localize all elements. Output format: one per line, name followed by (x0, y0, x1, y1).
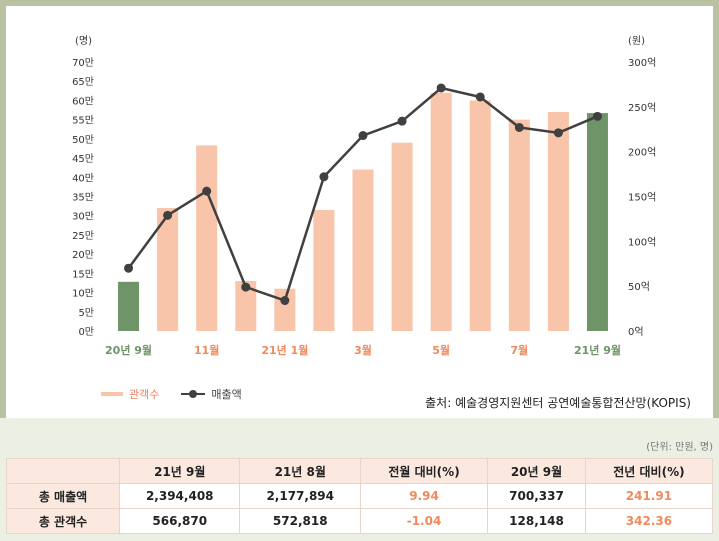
point-sales (436, 83, 446, 93)
point-sales (514, 122, 524, 132)
left-tick-label: 35만 (72, 192, 94, 204)
table-cell-change: 9.94 (359, 483, 489, 509)
combo-chart: (명) (원) 0만 5만 10만 15만 20만 25만 30만 35만 40만 45만 50만 55만… (72, 35, 656, 357)
source-note: 출처: 예술경영지원센터 공연예술통합전산망(KOPIS) (425, 396, 691, 410)
table-cell: 2,394,408 (118, 483, 241, 509)
left-tick-label: 30만 (72, 211, 94, 223)
left-axis-label: (명) (75, 35, 92, 47)
table-header-row: 21년 9월 21년 8월 전월 대비(%) 20년 9월 전년 대비(%) (6, 458, 714, 484)
right-tick-label: 0억 (628, 326, 644, 338)
table-cell: 700,337 (487, 483, 586, 509)
left-tick-label: 20만 (72, 249, 94, 261)
bar-audience (313, 209, 335, 331)
table-row: 총 매출액 2,394,408 2,177,894 9.94 700,337 2… (6, 483, 714, 509)
table-header-cell (6, 458, 120, 484)
table-cell: 566,870 (118, 508, 241, 534)
left-tick-label: 25만 (72, 230, 94, 242)
summary-table: 21년 9월 21년 8월 전월 대비(%) 20년 9월 전년 대비(%) 총… (6, 458, 714, 534)
legend-line-swatch (181, 389, 206, 399)
row-label-audience: 총 관객수 (6, 508, 120, 534)
right-tick-label: 300억 (628, 57, 656, 69)
bar-audience (547, 111, 569, 331)
point-sales (475, 92, 485, 102)
left-tick-label: 0만 (78, 326, 94, 338)
summary-section: (단위: 만원, 명) 21년 9월 21년 8월 전월 대비(%) 20년 9… (0, 418, 719, 541)
x-tick-label: 11월 (194, 343, 219, 357)
point-sales (592, 111, 602, 121)
point-sales (202, 186, 212, 196)
bar-audience (391, 142, 413, 331)
chart-panel: (명) (원) 0만 5만 10만 15만 20만 25만 30만 35만 40만 45만 50만 55만… (6, 6, 713, 418)
right-tick-label: 50억 (628, 281, 650, 293)
unit-note: (단위: 만원, 명) (646, 442, 713, 453)
legend-label-audience: 관객수 (129, 388, 160, 401)
point-sales (280, 296, 290, 306)
x-tick-label: 20년 9월 (105, 343, 152, 357)
table-row: 총 관객수 566,870 572,818 -1.04 128,148 342.… (6, 508, 714, 534)
left-tick-label: 45만 (72, 153, 94, 165)
table-header-cell: 전년 대비(%) (584, 458, 714, 484)
table-header-cell: 전월 대비(%) (359, 458, 489, 484)
x-tick-label: 21년 9월 (574, 343, 621, 357)
right-axis-label: (원) (628, 35, 645, 47)
table-header-cell: 20년 9월 (487, 458, 586, 484)
left-tick-label: 15만 (72, 268, 94, 280)
left-tick-label: 60만 (72, 95, 94, 107)
table-cell: 572,818 (239, 508, 361, 534)
legend-bar-swatch (101, 392, 123, 396)
legend-item-line: 매출액 (181, 386, 242, 402)
chart-legend: 관객수 매출액 (101, 386, 264, 402)
table-cell: 2,177,894 (239, 483, 361, 509)
bar-audience (586, 113, 608, 331)
row-label-sales: 총 매출액 (6, 483, 120, 509)
bar-audience (430, 92, 452, 331)
right-tick-label: 200억 (628, 147, 656, 159)
left-tick-label: 65만 (72, 76, 94, 88)
left-tick-label: 5만 (78, 307, 94, 319)
point-sales (397, 116, 407, 126)
point-sales (553, 128, 563, 138)
right-tick-label: 100억 (628, 236, 656, 248)
point-sales (319, 172, 329, 182)
point-sales (358, 131, 368, 141)
legend-label-sales: 매출액 (211, 388, 242, 401)
bar-audience (235, 281, 257, 331)
table-cell-change: 241.91 (584, 483, 714, 509)
x-tick-label: 21년 1월 (261, 343, 308, 357)
table-cell: 128,148 (487, 508, 586, 534)
legend-item-bar: 관객수 (101, 386, 159, 402)
bar-audience (352, 169, 374, 331)
point-sales (124, 263, 134, 273)
table-cell-change: -1.04 (359, 508, 489, 534)
right-tick-label: 250억 (628, 102, 656, 114)
x-tick-label: 3월 (354, 343, 372, 357)
table-cell-change: 342.36 (584, 508, 714, 534)
bar-audience (118, 281, 140, 331)
x-tick-label: 7월 (510, 343, 528, 357)
bar-audience (274, 288, 296, 331)
right-tick-label: 150억 (628, 192, 656, 204)
bar-audience (157, 208, 179, 331)
table-header-cell: 21년 9월 (118, 458, 241, 484)
left-tick-label: 40만 (72, 172, 94, 184)
left-tick-label: 70만 (72, 57, 94, 69)
point-sales (163, 210, 173, 220)
left-tick-label: 10만 (72, 288, 94, 300)
x-tick-label: 5월 (432, 343, 450, 357)
left-tick-label: 55만 (72, 115, 94, 127)
bar-audience (508, 119, 530, 332)
table-header-cell: 21년 8월 (239, 458, 361, 484)
bar-audience (196, 145, 218, 331)
point-sales (241, 282, 251, 292)
bar-audience (469, 100, 491, 331)
left-tick-label: 50만 (72, 134, 94, 146)
